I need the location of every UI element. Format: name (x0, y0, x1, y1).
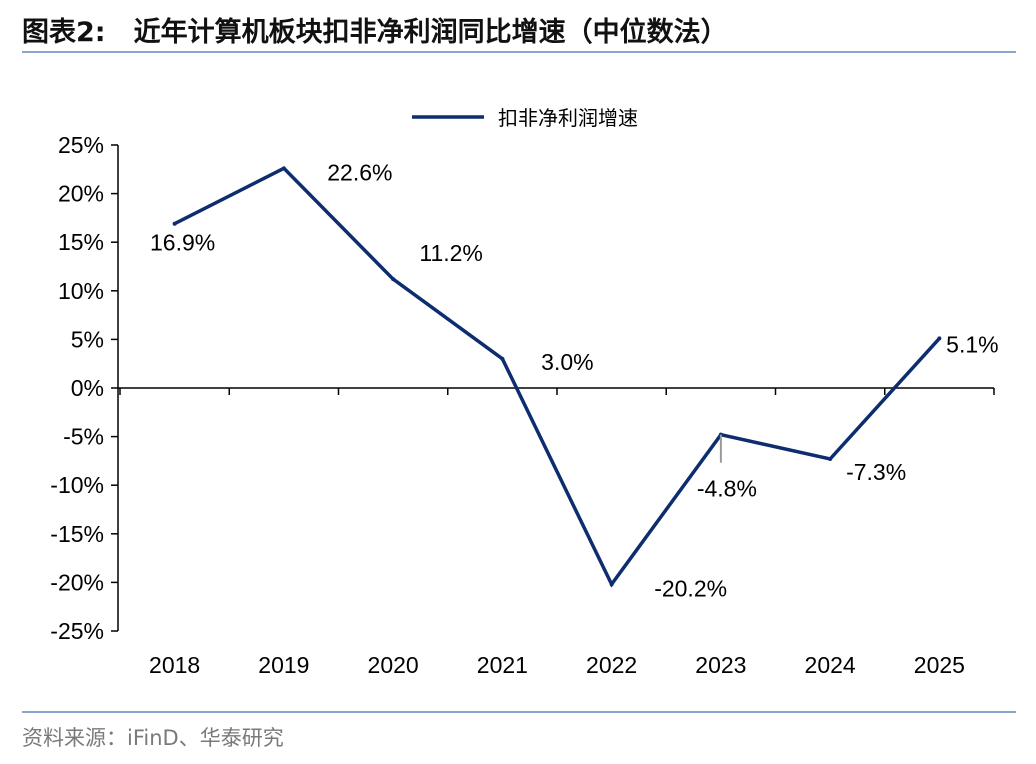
series-line (173, 166, 941, 588)
data-labels: 16.9% 22.6% 11.2% 3.0% -20.2% -4.8% -7.3% 5.1% (150, 159, 999, 601)
data-point (281, 166, 286, 171)
y-tick-label: 5% (71, 326, 104, 352)
y-tick-label: -5% (63, 424, 104, 450)
data-point (937, 336, 942, 341)
figure-title: 近年计算机板块扣非净利润同比增速（中位数法） (133, 17, 728, 48)
x-tick-label: 2022 (586, 652, 637, 678)
data-label: 16.9% (150, 230, 215, 256)
data-label: 22.6% (327, 159, 392, 185)
x-tick-label: 2024 (805, 652, 856, 678)
y-tick-label: 10% (58, 278, 104, 304)
y-tick-label: 20% (58, 181, 104, 207)
source-note: 资料来源：iFinD、华泰研究 (22, 726, 284, 750)
x-tick-label: 2018 (149, 652, 200, 678)
data-label: 5.1% (946, 331, 998, 357)
y-tick-label: -10% (50, 472, 104, 498)
y-tick-label: 0% (71, 375, 104, 401)
legend-label: 扣非净利润增速 (498, 106, 638, 130)
series-line-group (172, 166, 942, 588)
x-tick-label: 2019 (258, 652, 309, 678)
data-point (172, 221, 177, 226)
title-divider (22, 51, 1016, 53)
x-tick-label: 2025 (914, 652, 965, 678)
y-tick-label: 15% (58, 229, 104, 255)
y-tick-label: 25% (58, 132, 104, 158)
data-label: 11.2% (419, 240, 483, 266)
data-label: -7.3% (846, 459, 906, 485)
y-tick-label: -20% (50, 569, 104, 595)
x-axis: 2018 2019 2020 2021 2022 2023 2024 2025 (118, 387, 995, 678)
data-point (828, 456, 833, 461)
y-axis: 25% 20% 15% 10% 5% 0% -5% -10% -15% -20% -25% (50, 132, 119, 644)
x-tick-label: 2023 (695, 652, 746, 678)
y-tick-label: -25% (50, 618, 104, 644)
data-point (609, 582, 614, 587)
chart-title: 图表2: 近年计算机板块扣非净利润同比增速（中位数法） (22, 10, 728, 49)
legend: 扣非净利润增速 (412, 106, 638, 130)
data-label: -20.2% (654, 575, 727, 601)
line-chart: 扣非净利润增速 25% 20% 15% 10% 5% 0% -5% -10% -15% -20% -… (50, 106, 999, 678)
x-tick-label: 2021 (477, 652, 528, 678)
data-label: -4.8% (697, 476, 757, 502)
data-label: 3.0% (541, 349, 593, 375)
x-tick-label: 2020 (368, 652, 419, 678)
data-point (500, 356, 505, 361)
footer-divider (22, 711, 1016, 713)
figure-label: 图表2: (22, 17, 106, 48)
data-point (391, 277, 396, 282)
y-tick-label: -15% (50, 521, 104, 547)
